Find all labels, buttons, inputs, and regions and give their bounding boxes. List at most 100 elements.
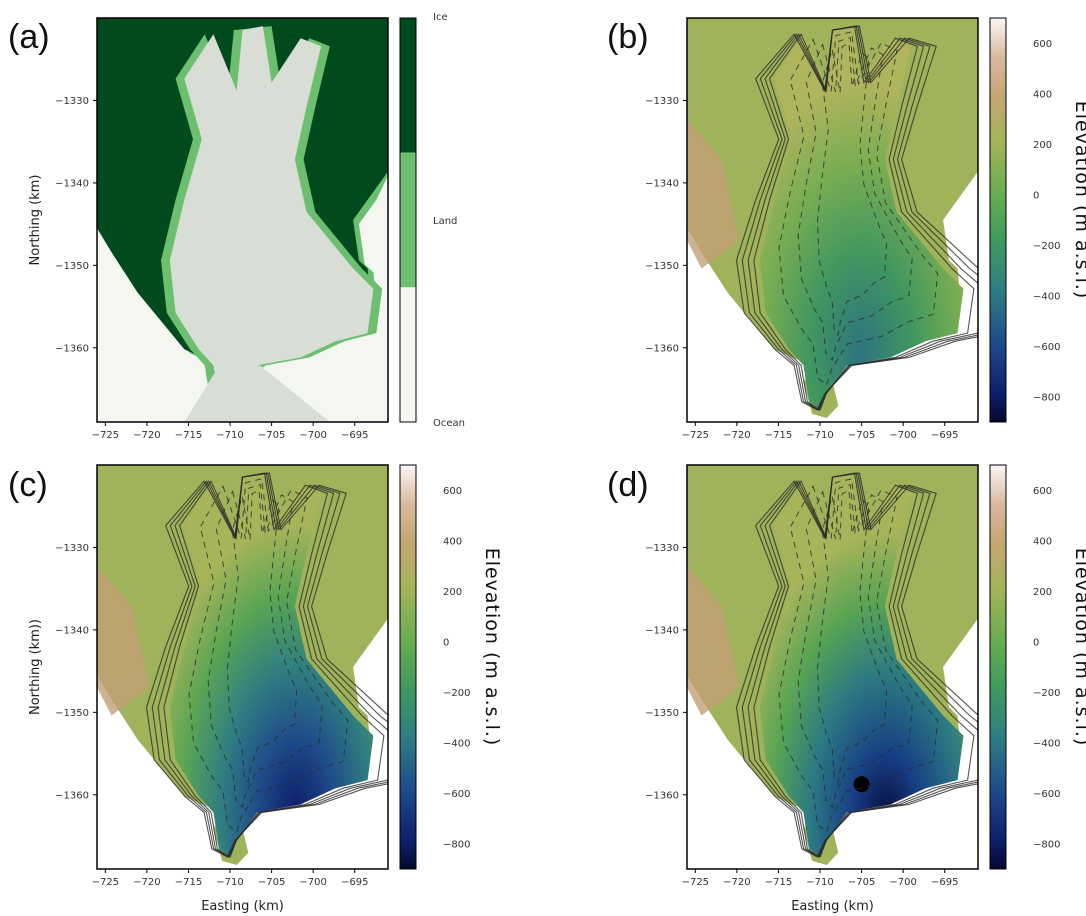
contour-line-dashed bbox=[226, 489, 298, 784]
colorbar-tick-label: −600 bbox=[1033, 342, 1060, 353]
x-tick-label: −715 bbox=[175, 430, 202, 441]
mask-map-a bbox=[97, 18, 388, 422]
contour-line bbox=[741, 25, 978, 411]
x-axis-label: Easting (km) bbox=[201, 899, 284, 914]
y-tick-label: −1360 bbox=[645, 790, 679, 801]
colorbar-label: Land bbox=[433, 216, 457, 227]
colorbar-tick-label: 0 bbox=[1033, 190, 1039, 201]
x-tick-label: −725 bbox=[92, 877, 119, 888]
colorbar-title: Elevation (m a.s.l.) bbox=[1071, 101, 1086, 300]
colorbar-tick-label: 200 bbox=[443, 587, 462, 598]
axes-a: −725 −720 −715 −710 −705 −700 −695 −1330 −1340 −1… bbox=[8, 17, 389, 441]
deep-hole bbox=[853, 776, 870, 793]
colorbar-segment bbox=[400, 152, 416, 288]
y-tick-label: −1340 bbox=[645, 178, 679, 189]
x-tick-label: −725 bbox=[682, 877, 709, 888]
x-tick-label: −710 bbox=[216, 430, 243, 441]
colorbar-tick-label: −200 bbox=[443, 688, 470, 699]
colorbar-label: Ocean bbox=[433, 418, 465, 429]
x-tick-label: −720 bbox=[723, 877, 750, 888]
colorbar-tick-label: −400 bbox=[1033, 291, 1060, 302]
panel-label: (c) bbox=[8, 466, 48, 504]
contour-line bbox=[747, 25, 978, 411]
x-tick-label: −700 bbox=[889, 430, 916, 441]
y-tick-label: −1350 bbox=[645, 708, 679, 719]
glacier-outlet bbox=[184, 365, 330, 422]
contour-line bbox=[753, 25, 975, 411]
colorbar-tick-label: 400 bbox=[1033, 536, 1052, 547]
y-tick-label: −1330 bbox=[55, 96, 89, 107]
plot-frame bbox=[96, 464, 389, 870]
x-tick-label: −710 bbox=[806, 430, 833, 441]
colorbar-tick-label: 600 bbox=[443, 486, 462, 497]
y-tick-label: −1340 bbox=[55, 625, 89, 636]
colorbar-tick-label: −600 bbox=[443, 789, 470, 800]
bed-trough bbox=[759, 473, 964, 857]
colorbar-tick-label: −800 bbox=[443, 839, 470, 850]
colorbar-frame bbox=[399, 17, 417, 423]
contour-line-dashed bbox=[778, 31, 939, 386]
elevation-map-b bbox=[687, 18, 978, 422]
y-tick-label: −1330 bbox=[55, 543, 89, 554]
panels-layer: Ice Land Ocean −725 −720 −715 −710 −705 −700 −695… bbox=[8, 12, 1086, 914]
contour-line-dashed bbox=[816, 489, 888, 784]
colorbar-tick-label: −400 bbox=[1033, 738, 1060, 749]
x-tick-label: −695 bbox=[931, 430, 958, 441]
plot-frame bbox=[686, 464, 979, 870]
high-terrain bbox=[687, 566, 740, 716]
colorbar-tick-label: −600 bbox=[1033, 789, 1060, 800]
colorbar-tick-label: −800 bbox=[1033, 392, 1060, 403]
x-tick-label: −695 bbox=[931, 877, 958, 888]
x-tick-label: −705 bbox=[258, 877, 285, 888]
colorbar-title: Elevation (m a.s.l.) bbox=[481, 548, 503, 747]
contour-line bbox=[747, 472, 978, 858]
colorbar-tick-label: −400 bbox=[443, 738, 470, 749]
x-tick-label: −705 bbox=[258, 430, 285, 441]
glacier-channel bbox=[169, 26, 374, 410]
colorbar-tick-label: 0 bbox=[443, 637, 449, 648]
panel-label: (a) bbox=[8, 18, 50, 56]
y-tick-label: −1360 bbox=[55, 343, 89, 354]
x-tick-label: −710 bbox=[806, 877, 833, 888]
x-tick-label: −725 bbox=[682, 430, 709, 441]
y-tick-label: −1350 bbox=[645, 261, 679, 272]
x-tick-label: −700 bbox=[889, 877, 916, 888]
x-tick-label: −715 bbox=[765, 430, 792, 441]
colorbar-gradient bbox=[400, 465, 416, 869]
colorbar-tick-label: 400 bbox=[1033, 89, 1052, 100]
contour-line-dashed bbox=[207, 484, 323, 809]
y-tick-label: −1360 bbox=[55, 790, 89, 801]
y-tick-label: −1340 bbox=[645, 625, 679, 636]
x-tick-label: −715 bbox=[765, 877, 792, 888]
y-axis-label: Northing (km) bbox=[28, 175, 43, 266]
x-tick-label: −725 bbox=[92, 430, 119, 441]
plot-frame bbox=[686, 17, 979, 423]
colorbar-segment bbox=[400, 287, 416, 422]
colorbar-gradient bbox=[990, 465, 1006, 869]
colorbar-tick-label: 200 bbox=[1033, 587, 1052, 598]
colorbar-frame bbox=[989, 17, 1007, 423]
contour-line bbox=[753, 472, 975, 858]
colorbar-tick-label: 600 bbox=[1033, 39, 1052, 50]
y-tick-label: −1340 bbox=[55, 178, 89, 189]
y-tick-label: −1330 bbox=[645, 543, 679, 554]
x-tick-label: −700 bbox=[299, 877, 326, 888]
colorbar-tick-label: −200 bbox=[1033, 688, 1060, 699]
contour-line bbox=[145, 472, 388, 858]
y-tick-label: −1350 bbox=[55, 261, 89, 272]
y-tick-label: −1350 bbox=[55, 708, 89, 719]
colorbar-gradient bbox=[990, 18, 1006, 422]
high-terrain bbox=[97, 566, 150, 716]
elevation-map-d bbox=[687, 465, 978, 869]
high-terrain bbox=[687, 119, 740, 269]
bed-trough bbox=[759, 26, 964, 410]
colorbar-frame bbox=[989, 464, 1007, 870]
axes-d: −725 −720 −715 −710 −705 −700 −695 −1330 −1340 −1… bbox=[607, 464, 979, 914]
colorbar-tick-label: 600 bbox=[1033, 486, 1052, 497]
contour-line bbox=[163, 472, 385, 858]
x-tick-label: −720 bbox=[133, 877, 160, 888]
contour-line-dashed bbox=[816, 42, 888, 337]
axes-b: −725 −720 −715 −710 −705 −700 −695 −1330 −1340 −1… bbox=[607, 17, 979, 441]
contour-line bbox=[151, 472, 388, 858]
elevation-map-c bbox=[97, 465, 388, 869]
